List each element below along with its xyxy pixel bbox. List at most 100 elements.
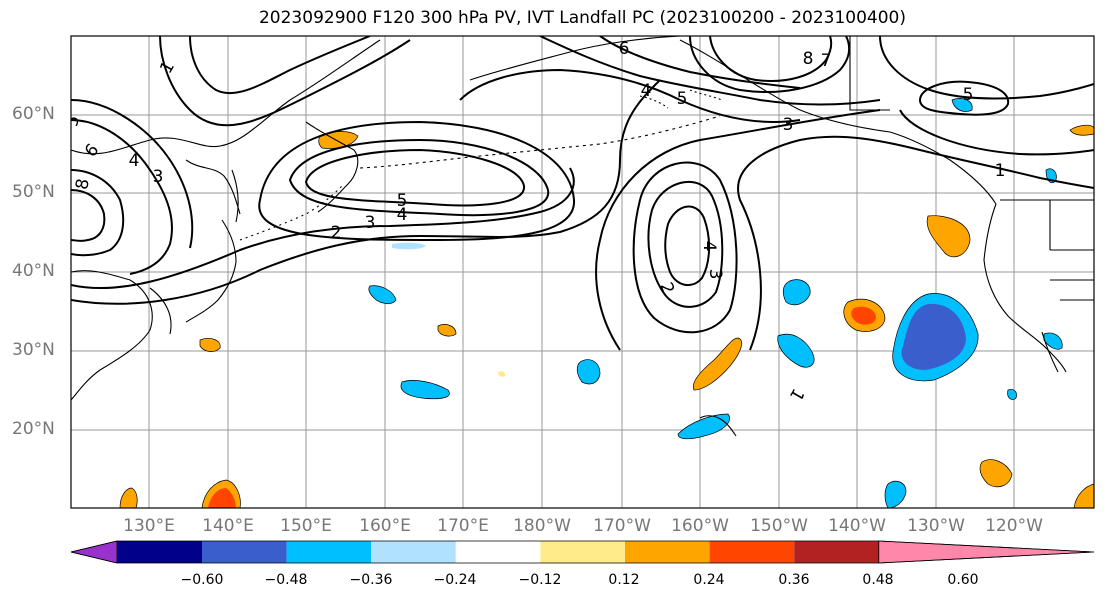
colorbar-outline [70,540,1095,564]
contour-outer-ellipse [258,120,576,242]
colorbar-segment [202,541,287,563]
coast-sakhalin [231,169,239,223]
contour-cutoff-4 [664,205,710,287]
contour-north-3 [459,68,801,123]
colorbar-tick-label: 0.48 [862,572,894,588]
lon-label-170w: 170°W [593,516,651,536]
blob-negative-k [392,242,426,250]
lon-label-180w: 180°W [513,516,571,536]
blob-negative-j [1007,389,1017,400]
contour-label: 4 [397,205,408,225]
colorbar-segment [371,541,456,563]
contour-w-1 [71,169,125,257]
contour-label: 4 [129,151,140,171]
contour-label: 2 [331,223,342,243]
blob-negative-h [951,98,973,112]
lat-label-50n: 50°N [12,182,55,202]
colorbar-tick-label: 0.36 [778,572,810,588]
lon-label-140e: 140°E [202,516,254,536]
coast-bering-islands [639,89,723,109]
contour-3-western [71,167,575,290]
blob-negative-d [400,380,450,400]
lat-label-60n: 60°N [12,104,55,124]
lat-label-40n: 40°N [12,261,55,281]
lon-label-160e: 160°E [359,516,411,536]
lon-label-130w: 130°W [907,516,965,536]
blob-positive-d [979,459,1013,488]
ivt-shading [119,98,1094,508]
blob-negative-e [368,285,397,304]
coast-hawaii [699,415,737,437]
blob-positive-f [119,487,138,508]
colorbar-tick-label: 0.60 [947,572,979,588]
lat-label-20n: 20°N [12,419,55,439]
colorbar-tick-label: −0.48 [264,572,308,588]
blob-positive-e-inner [208,488,236,508]
contour-w-3 [71,119,173,275]
lon-label-140w: 140°W [828,516,886,536]
contour-high-ak [689,36,851,93]
contour-4-west-ellipse [288,138,550,217]
blob-ne-pacific-negative-inner [901,303,966,370]
lon-label-170e: 170°E [437,516,489,536]
colorbar-segment [794,541,879,563]
colorbar-tick-label: −0.60 [180,572,224,588]
contour-label: 3 [365,213,376,233]
contour-label: 4 [699,241,719,252]
contour-label: 6 [619,39,630,59]
contour-trough-1 [595,109,881,351]
blob-positive-h [1069,124,1094,136]
contour-ne-3 [899,109,1094,156]
contour-label: 5 [963,85,974,105]
lon-label-120w: 120°W [985,516,1043,536]
contour-w-4 [71,99,194,249]
contour-cutoff-2 [632,161,738,334]
contour-label: 4 [641,81,652,101]
blob-negative-a [777,333,815,368]
coast-china [71,270,153,401]
blob-oregon-positive [926,215,971,258]
contour-label: 8 [72,177,94,191]
colorbar-segment [455,541,541,563]
colorbar-tick-label: −0.24 [433,572,477,588]
colorbar [70,540,1095,564]
coast-japan [185,219,237,323]
lon-label-160w: 160°W [671,516,729,536]
colorbar-segment [540,541,625,563]
coast-asia-ne [71,39,381,155]
contour-ne-1 [879,36,1094,100]
blob-ne-pacific-positive-inner [851,306,876,325]
contour-w-2 [71,189,106,242]
contour-north-4 [539,36,881,106]
contour-north-1 [159,36,411,127]
blob-subtropic-positive [692,337,742,391]
colorbar-tick-label: −0.36 [349,572,393,588]
coast-kurils [239,185,343,241]
contour-label: 8 [803,49,814,69]
colorbar-tick-label: −0.12 [518,572,562,588]
coast-baja [1041,331,1059,373]
contour-label: 3 [705,269,725,280]
contour-label: 5 [62,114,84,128]
pv-contours [71,36,1094,351]
contour-ne-2 [918,80,1010,116]
blob-hawaii-negative [677,413,730,440]
contour-label: 1 [995,161,1006,181]
contour-2-western [71,79,661,305]
coast-korea [149,287,172,335]
colorbar-tick-label: 0.12 [608,572,640,588]
blob-negative-c [576,359,601,385]
contour-label: 5 [397,191,408,211]
contour-cutoff-3 [647,180,724,308]
blob-negative-b [782,279,811,306]
contour-label: 5 [677,89,688,109]
lat-label-30n: 30°N [12,340,55,360]
contour-label: 3 [153,167,164,187]
map-frame [70,35,1095,509]
blob-positive-c [437,324,457,337]
colorbar-extend-max [878,540,1095,564]
colorbar-segment [625,541,710,563]
colorbar-extend-min [70,540,118,564]
blob-positive-i [498,371,506,377]
